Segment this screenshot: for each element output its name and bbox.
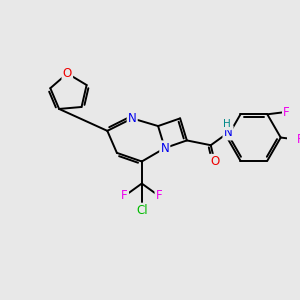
Text: N: N [128,112,136,125]
Text: N: N [224,126,233,139]
Text: Cl: Cl [136,204,148,217]
Text: F: F [156,190,162,202]
Text: O: O [210,155,219,168]
Text: F: F [297,133,300,146]
Text: F: F [283,106,290,119]
Text: O: O [63,67,72,80]
Text: H: H [223,119,231,129]
Text: N: N [160,142,169,154]
Text: F: F [121,190,128,202]
